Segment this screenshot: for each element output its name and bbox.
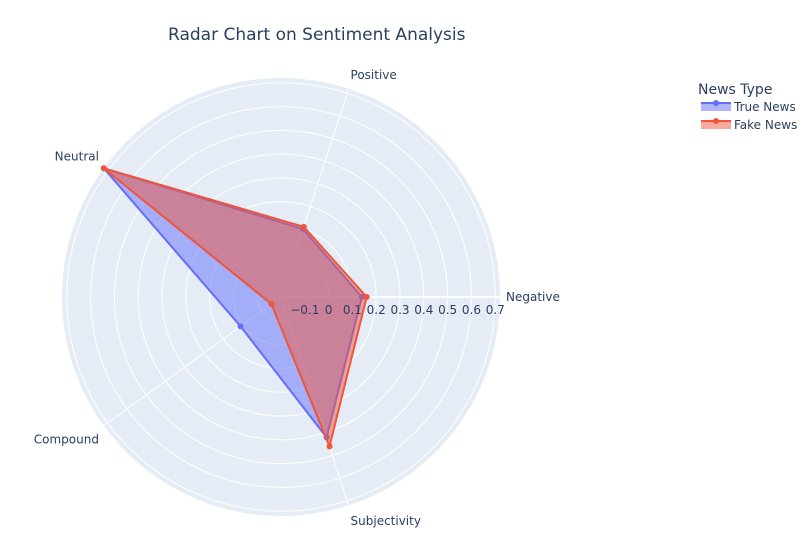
axis-label: Subjectivity xyxy=(351,514,421,528)
radial-tick-label: 0 xyxy=(325,303,333,317)
axis-label: Negative xyxy=(506,290,560,304)
radial-tick-label: 0.3 xyxy=(390,303,409,317)
series-layer xyxy=(100,165,370,450)
data-point[interactable] xyxy=(100,165,107,172)
radial-tick-label: 0.5 xyxy=(438,303,457,317)
data-point[interactable] xyxy=(363,294,370,300)
legend-label: Fake News xyxy=(734,118,797,132)
axis-label: Neutral xyxy=(55,150,99,164)
legend-label: True News xyxy=(733,100,796,114)
series-area xyxy=(102,167,368,448)
legend-swatch xyxy=(701,103,731,111)
radial-tick-label: −0.1 xyxy=(290,303,319,317)
legend-title: News Type xyxy=(698,82,772,98)
data-point[interactable] xyxy=(237,323,244,330)
legend-item-true-news[interactable]: True News xyxy=(701,100,796,114)
legend-marker xyxy=(713,100,719,106)
chart-title: Radar Chart on Sentiment Analysis xyxy=(168,25,466,45)
angular-axis-labels: Negative Positive Neutral Compound Subjectiv… xyxy=(34,68,560,528)
legend-marker xyxy=(713,118,719,124)
data-point[interactable] xyxy=(326,443,333,450)
radial-tick-label: 0.1 xyxy=(343,303,362,317)
radial-tick-label: 0.7 xyxy=(486,303,505,317)
legend-item-fake-news[interactable]: Fake News xyxy=(701,118,797,132)
radial-tick-label: 0.2 xyxy=(367,303,386,317)
radial-tick-label: 0.6 xyxy=(462,303,481,317)
axis-label: Positive xyxy=(351,68,397,82)
legend[interactable]: News Type True News Fake News xyxy=(698,82,797,132)
radial-tick-labels: −0.1 0 0.1 0.2 0.3 0.4 0.5 0.6 0.7 xyxy=(290,303,505,317)
radial-tick-label: 0.4 xyxy=(414,303,433,317)
legend-swatch xyxy=(701,121,731,129)
axis-label: Compound xyxy=(34,432,99,446)
data-point[interactable] xyxy=(300,223,307,230)
data-point[interactable] xyxy=(268,300,275,307)
